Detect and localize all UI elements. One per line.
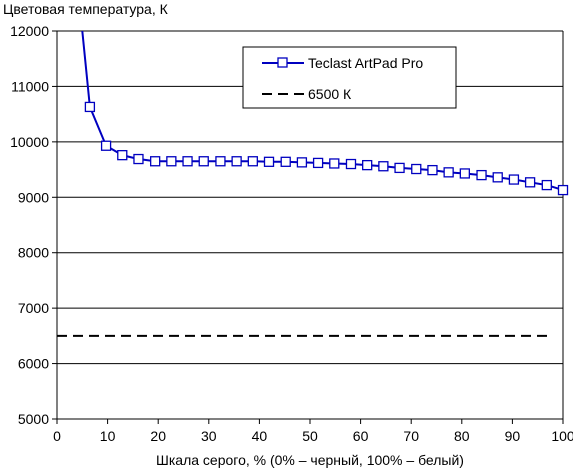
y-tick-label: 10000 [10, 134, 49, 150]
y-tick-label: 5000 [18, 411, 49, 427]
legend-marker-teclast [277, 57, 288, 68]
series-teclast-point [541, 179, 552, 191]
series-teclast-point [411, 163, 422, 175]
grid-layer [57, 30, 563, 420]
series-teclast-point [427, 164, 438, 176]
x-tick-label: 20 [150, 428, 166, 444]
legend-box [242, 46, 457, 109]
series-teclast-point [345, 158, 357, 170]
series-layer [57, 31, 569, 337]
y-tick-label: 8000 [18, 245, 49, 261]
y-tick-label: 6000 [18, 356, 49, 372]
x-tick-label: 80 [454, 428, 470, 444]
series-teclast-point [231, 156, 242, 167]
y-tick-label: 7000 [18, 300, 49, 316]
series-teclast-point [280, 156, 291, 167]
y-tick-label: 9000 [18, 189, 49, 205]
series-teclast-point [362, 159, 373, 171]
x-tick-label: 30 [201, 428, 217, 444]
series-teclast-point [557, 184, 569, 196]
x-tick-label: 0 [53, 428, 61, 444]
series-teclast-point [215, 156, 226, 167]
x-tick-label: 70 [403, 428, 419, 444]
series-teclast-point [329, 158, 340, 169]
x-axis-label: Шкала серого, % (0% – черный, 100% – бел… [156, 452, 464, 468]
x-tick-label: 90 [505, 428, 521, 444]
legend: Teclast ArtPad Pro 6500 К [242, 46, 457, 109]
series-teclast-point [492, 172, 503, 183]
series-teclast-point [247, 156, 258, 167]
series-teclast-point [524, 177, 536, 188]
series-teclast-point [133, 153, 144, 165]
series-teclast-point [443, 167, 454, 178]
series-teclast-point [84, 101, 96, 113]
series-teclast-point [312, 157, 324, 169]
x-tick-label: 10 [100, 428, 116, 444]
x-tick-label: 40 [252, 428, 268, 444]
x-tick-label: 100 [551, 428, 573, 444]
series-teclast-point [378, 161, 389, 172]
x-tick-label: 60 [353, 428, 369, 444]
series-teclast-point [182, 156, 193, 167]
legend-label-6500: 6500 К [308, 86, 352, 102]
series-teclast-point [100, 140, 112, 151]
series-teclast-point [117, 150, 128, 161]
x-tick-label: 50 [302, 428, 318, 444]
series-teclast-point [263, 156, 275, 167]
legend-label-teclast: Teclast ArtPad Pro [308, 55, 423, 71]
series-teclast-point [508, 174, 520, 185]
series-teclast-point [198, 156, 209, 167]
series-teclast-point [459, 168, 470, 179]
y-tick-label: 12000 [10, 23, 49, 39]
ticks-layer: 5000 6000 7000 8000 9000 10000 11000 12000 0 10 20… [10, 23, 573, 444]
series-teclast-point [166, 156, 177, 167]
series-teclast-point [476, 169, 487, 181]
series-teclast-point [150, 156, 161, 167]
series-teclast-point [394, 162, 405, 174]
y-axis-label: Цветовая температура, К [3, 1, 169, 17]
y-tick-label: 11000 [11, 78, 49, 94]
series-teclast-point [296, 157, 308, 168]
